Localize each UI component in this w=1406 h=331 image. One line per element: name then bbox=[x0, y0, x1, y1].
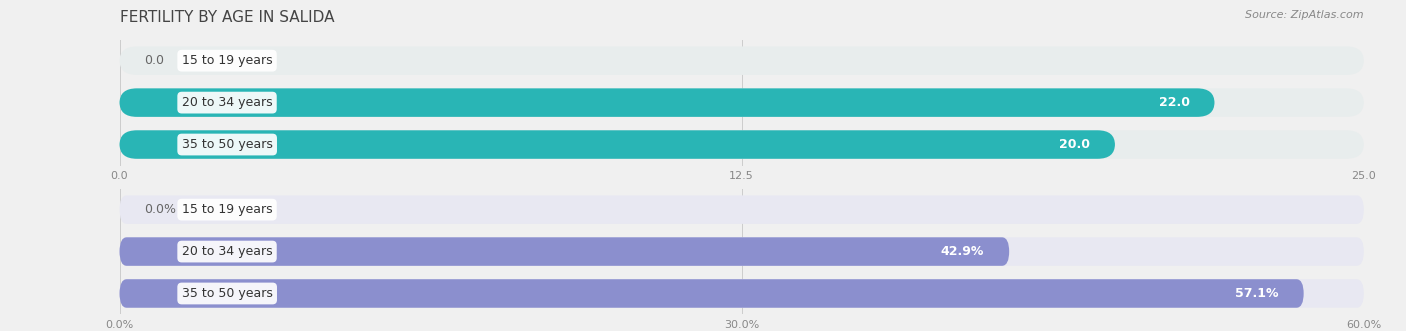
FancyBboxPatch shape bbox=[120, 237, 1364, 266]
Text: 15 to 19 years: 15 to 19 years bbox=[181, 54, 273, 67]
FancyBboxPatch shape bbox=[120, 237, 1010, 266]
Text: 20 to 34 years: 20 to 34 years bbox=[181, 245, 273, 258]
FancyBboxPatch shape bbox=[120, 195, 1364, 224]
Text: 15 to 19 years: 15 to 19 years bbox=[181, 203, 273, 216]
Text: 42.9%: 42.9% bbox=[941, 245, 984, 258]
FancyBboxPatch shape bbox=[120, 279, 1303, 308]
FancyBboxPatch shape bbox=[120, 46, 1364, 75]
Text: 22.0: 22.0 bbox=[1159, 96, 1189, 109]
Text: 35 to 50 years: 35 to 50 years bbox=[181, 287, 273, 300]
FancyBboxPatch shape bbox=[120, 88, 1215, 117]
FancyBboxPatch shape bbox=[120, 88, 1364, 117]
Text: Source: ZipAtlas.com: Source: ZipAtlas.com bbox=[1246, 10, 1364, 20]
Text: 57.1%: 57.1% bbox=[1236, 287, 1279, 300]
Text: 0.0: 0.0 bbox=[145, 54, 165, 67]
Text: 20.0: 20.0 bbox=[1059, 138, 1090, 151]
Text: 20 to 34 years: 20 to 34 years bbox=[181, 96, 273, 109]
FancyBboxPatch shape bbox=[120, 130, 1115, 159]
FancyBboxPatch shape bbox=[120, 130, 1364, 159]
Text: 35 to 50 years: 35 to 50 years bbox=[181, 138, 273, 151]
FancyBboxPatch shape bbox=[120, 279, 1364, 308]
Text: FERTILITY BY AGE IN SALIDA: FERTILITY BY AGE IN SALIDA bbox=[120, 10, 335, 25]
Text: 0.0%: 0.0% bbox=[145, 203, 176, 216]
